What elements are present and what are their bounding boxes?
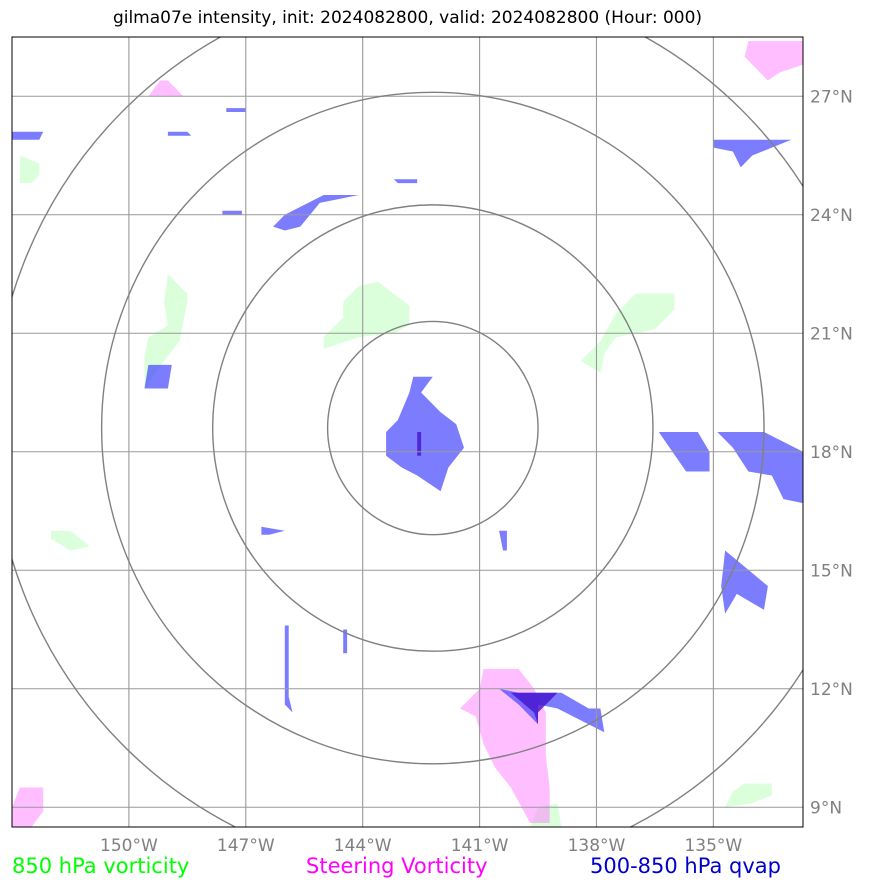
qvap-region xyxy=(261,526,285,535)
qvap-region xyxy=(284,625,293,713)
x-tick-label: 141°W xyxy=(451,836,509,856)
qvap-region xyxy=(273,195,359,231)
x-tick-label: 138°W xyxy=(568,836,626,856)
qvap-region xyxy=(222,210,242,215)
qvap-region xyxy=(226,108,246,112)
y-tick-label: 21°N xyxy=(810,324,853,344)
range-ring xyxy=(100,91,765,765)
y-tick-label: 15°N xyxy=(810,561,853,581)
qvap-region xyxy=(12,131,44,140)
qvap-core-region xyxy=(510,692,558,725)
vorticity-850-region xyxy=(725,783,772,808)
lat-lon-grid xyxy=(12,37,803,827)
range-ring xyxy=(211,204,654,652)
vorticity-850-region xyxy=(323,281,410,349)
y-tick-label: 18°N xyxy=(810,443,853,463)
axis-tick-labels: 150°W 147°W 144°W 141°W 138°W 135°W 9°N 12°N 15°… xyxy=(100,87,853,856)
x-tick-label: 135°W xyxy=(684,836,742,856)
legend-steering-vorticity: Steering Vorticity xyxy=(306,854,488,878)
vorticity-850-region xyxy=(19,155,40,184)
qvap-region xyxy=(386,376,464,492)
qvap-region xyxy=(144,364,172,389)
vorticity-850-region xyxy=(51,530,90,551)
qvap-core-region xyxy=(417,432,422,456)
x-tick-label: 144°W xyxy=(334,836,392,856)
y-tick-label: 9°N xyxy=(810,798,842,818)
qvap-region xyxy=(499,530,507,551)
plot-frame xyxy=(11,36,804,828)
vorticity-850-region xyxy=(144,274,188,389)
range-ring xyxy=(326,320,539,536)
qvap-region xyxy=(167,131,192,136)
qvap-region xyxy=(721,550,768,614)
qvap-region xyxy=(717,432,803,504)
x-tick-label: 150°W xyxy=(100,836,158,856)
qvap-region xyxy=(393,179,418,184)
y-tick-label: 12°N xyxy=(810,680,853,700)
legend-qvap: 500-850 hPa qvap xyxy=(590,854,781,878)
steering-vorticity-region xyxy=(148,80,184,97)
chart-title: gilma07e intensity, init: 2024082800, va… xyxy=(112,8,703,28)
qvap-region xyxy=(343,629,348,654)
x-tick-label: 147°W xyxy=(217,836,275,856)
field-contours xyxy=(12,41,803,827)
legend-850-vorticity: 850 hPa vorticity xyxy=(12,854,190,878)
y-tick-label: 27°N xyxy=(810,87,853,107)
qvap-region xyxy=(713,139,792,168)
y-tick-label: 24°N xyxy=(810,206,853,226)
steering-vorticity-region xyxy=(744,41,803,81)
